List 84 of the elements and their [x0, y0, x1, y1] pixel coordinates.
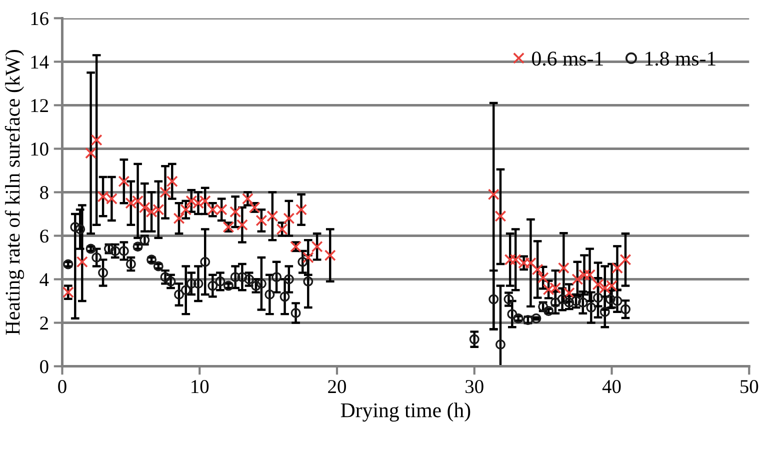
point — [264, 289, 275, 300]
point — [296, 204, 308, 216]
point — [160, 186, 172, 198]
point — [76, 256, 88, 268]
point — [180, 285, 191, 296]
point — [75, 224, 86, 234]
point — [174, 289, 184, 300]
point — [495, 340, 506, 350]
point — [250, 280, 261, 291]
y-tick-label: 10 — [31, 142, 48, 156]
x-tick-label: 10 — [192, 380, 209, 394]
point — [173, 212, 185, 224]
point — [166, 276, 176, 286]
y-tick-label: 12 — [31, 99, 48, 112]
point — [272, 272, 282, 282]
point — [85, 147, 97, 159]
point — [118, 246, 129, 256]
x-tick-label: 0 — [58, 380, 66, 394]
x-tick-label: 30 — [466, 380, 484, 394]
point — [578, 269, 590, 281]
y-tick-label: 14 — [31, 56, 49, 68]
point — [256, 278, 266, 289]
point — [303, 276, 314, 286]
point — [593, 292, 604, 303]
point — [469, 334, 480, 344]
point — [324, 250, 336, 262]
y-tick-label: 2 — [40, 316, 48, 330]
point — [90, 134, 102, 146]
point — [280, 292, 290, 302]
x-tick-label: 20 — [328, 380, 346, 394]
y-tick-label: 8 — [40, 186, 48, 200]
point — [166, 176, 178, 188]
point — [236, 219, 248, 231]
point — [237, 272, 248, 282]
point — [611, 262, 624, 274]
y-tick-label: 16 — [31, 12, 48, 26]
point — [284, 274, 294, 284]
point — [532, 264, 544, 276]
point — [63, 259, 74, 270]
point — [200, 256, 210, 267]
point — [494, 210, 506, 222]
point — [507, 309, 518, 320]
point — [98, 268, 108, 278]
point — [537, 272, 549, 284]
y-tick-label: 4 — [40, 273, 49, 286]
point — [180, 204, 192, 216]
point — [620, 304, 630, 314]
point — [283, 212, 295, 224]
point — [208, 280, 218, 291]
point — [230, 206, 242, 218]
point — [256, 214, 268, 226]
point — [193, 278, 204, 289]
point — [266, 210, 278, 222]
point — [62, 286, 74, 298]
point — [70, 222, 80, 232]
point — [488, 294, 499, 304]
y-tick-label: 6 — [40, 230, 48, 243]
point — [244, 274, 254, 284]
point — [620, 254, 632, 266]
point — [215, 276, 226, 286]
point — [605, 294, 616, 304]
x-tick-label: 50 — [740, 380, 758, 394]
point — [584, 269, 596, 281]
point — [230, 272, 240, 282]
x-tick-label: 40 — [602, 380, 621, 394]
point — [298, 256, 308, 267]
point — [311, 240, 323, 252]
point — [504, 254, 516, 266]
point — [186, 278, 196, 289]
legend-label: 0.6 ms-1 — [532, 52, 603, 66]
point — [558, 262, 570, 274]
point — [92, 252, 102, 263]
point — [586, 302, 596, 313]
point — [138, 202, 150, 214]
point — [290, 308, 301, 318]
point — [578, 298, 588, 308]
point — [488, 188, 500, 200]
y-tick-label: 0 — [40, 360, 48, 374]
point — [612, 296, 622, 306]
x-axis-title: Drying time (h) — [340, 402, 470, 422]
point — [572, 273, 584, 286]
point — [118, 176, 130, 188]
legend-label: 1.8 ms-1 — [646, 52, 716, 66]
y-axis-title: Heating rate of kiln sureface (kW) — [4, 50, 24, 335]
